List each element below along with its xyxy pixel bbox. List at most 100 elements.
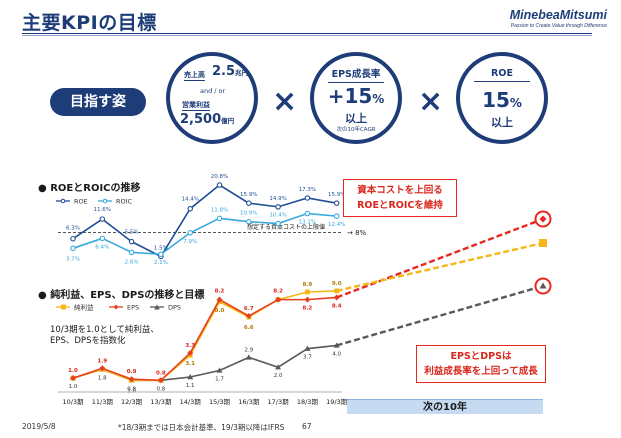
roe-callout-line1: 資本コストを上回る bbox=[357, 185, 443, 196]
header-rule bbox=[22, 33, 592, 34]
eps-callout-line2: 利益成長率を上回って成長 bbox=[424, 366, 538, 377]
eps-point-1 bbox=[99, 365, 106, 372]
legend-dps-marker bbox=[154, 304, 160, 310]
kpi-circle-eps: EPS成長率 +15% 以上 次の10年CAGR bbox=[310, 52, 402, 144]
roic-label-2: 2.6% bbox=[125, 259, 139, 265]
x-tick-4: 14/3期 bbox=[180, 398, 202, 406]
ni-label-5: 8.0 bbox=[215, 308, 225, 314]
eps-point-3 bbox=[157, 377, 164, 384]
dps-label-8: 3.7 bbox=[303, 355, 312, 361]
eps-label-4: 3.3 bbox=[185, 343, 195, 349]
roe-qualifier: 以上 bbox=[491, 116, 513, 129]
dps-label-9: 4.0 bbox=[332, 351, 341, 357]
and-or-text: and / or bbox=[200, 87, 226, 95]
eps-label-2: 0.9 bbox=[127, 369, 137, 375]
roe-label-7: 14.9% bbox=[269, 196, 286, 202]
roic-point-0 bbox=[70, 245, 76, 252]
eps-label-0: 1.0 bbox=[68, 368, 78, 374]
multiply-sign-2: × bbox=[418, 84, 444, 119]
dps-point-4 bbox=[187, 374, 194, 380]
dps-label-4: 1.1 bbox=[186, 383, 195, 389]
legend-roe-label: ROE bbox=[74, 198, 88, 206]
ni-label-6: 6.6 bbox=[244, 325, 254, 331]
eps-label-8: 8.2 bbox=[303, 306, 313, 312]
ni-projection-line bbox=[336, 241, 544, 293]
dps-point-7 bbox=[275, 364, 282, 370]
dps-target-triangle bbox=[539, 282, 547, 289]
eps-section-title: ● 純利益、EPS、DPSの推移と目標 bbox=[38, 290, 205, 301]
dps-label-6: 2.9 bbox=[244, 347, 253, 353]
eps-point-0 bbox=[70, 375, 76, 382]
eps-label-1: 1.9 bbox=[97, 358, 107, 364]
ni-point-9 bbox=[334, 288, 340, 294]
roe-label-2: 5.5% bbox=[125, 230, 139, 236]
roic-point-9 bbox=[333, 213, 340, 219]
roic-label-5: 11.8% bbox=[211, 207, 228, 213]
dps-label-3: 0.8 bbox=[157, 386, 166, 392]
dps-label-2: 0.8 bbox=[127, 386, 136, 392]
roe-value: 15% bbox=[482, 88, 522, 112]
eps-point-5 bbox=[216, 296, 223, 303]
legend-eps-label: EPS bbox=[127, 304, 139, 312]
ni-point-8 bbox=[305, 289, 310, 295]
roe-point-9 bbox=[333, 200, 340, 206]
roe-label-5: 20.8% bbox=[211, 174, 228, 180]
legend-eps-marker bbox=[113, 304, 119, 310]
roic-point-6 bbox=[246, 218, 252, 225]
logo-name: MinebeaMitsumi bbox=[509, 8, 607, 22]
eps-point-6 bbox=[245, 312, 252, 319]
ni-label-4: 3.1 bbox=[185, 361, 195, 367]
eps-head: EPS成長率 bbox=[314, 66, 398, 83]
roic-point-1 bbox=[99, 235, 106, 242]
roic-point-3 bbox=[158, 251, 164, 257]
ni-label-9: 9.0 bbox=[332, 281, 342, 287]
roic-label-4: 7.9% bbox=[183, 239, 197, 245]
ni-target-marker bbox=[539, 239, 547, 247]
eps-point-7 bbox=[275, 296, 282, 303]
legend-roe-marker bbox=[60, 198, 66, 204]
eps-callout-line1: EPSとDPSは bbox=[450, 351, 512, 362]
legend-ni-marker bbox=[61, 304, 66, 310]
legend-dps-label: DPS bbox=[168, 304, 181, 312]
roic-line bbox=[72, 212, 337, 256]
x-tick-7: 17/3期 bbox=[268, 398, 290, 406]
eps-note: 次の10年CAGR bbox=[336, 127, 376, 133]
roe-point-0 bbox=[70, 235, 76, 242]
roe-label-1: 11.6% bbox=[94, 207, 111, 213]
x-tick-0: 10/3期 bbox=[62, 398, 84, 406]
roe-label-4: 14.4% bbox=[181, 197, 198, 203]
roe-label-8: 17.3% bbox=[299, 187, 316, 193]
roe-point-1 bbox=[99, 216, 106, 222]
footer-date: 2019/5/8 bbox=[22, 422, 56, 431]
sales-value: 2.5兆円 bbox=[212, 64, 249, 79]
dps-label-0: 1.0 bbox=[69, 384, 78, 390]
roic-point-7 bbox=[275, 220, 281, 227]
page-title: 主要KPIの目標 bbox=[22, 12, 157, 34]
dps-label-1: 1.8 bbox=[98, 375, 107, 381]
dps-point-8 bbox=[304, 345, 311, 351]
roe-section-title: ● ROEとROICの推移 bbox=[38, 183, 141, 194]
x-tick-5: 15/3期 bbox=[209, 398, 231, 406]
op-label: 営業利益 bbox=[182, 101, 210, 111]
kpi-circle-roe: ROE 15% 以上 bbox=[456, 52, 548, 144]
roe-label-0: 6.3% bbox=[66, 226, 80, 232]
roic-label-8: 13.1% bbox=[299, 220, 316, 226]
x-tick-8: 18/3期 bbox=[297, 398, 319, 406]
roe-projection-line bbox=[336, 217, 544, 299]
roe-point-7 bbox=[275, 204, 281, 210]
dps-point-5 bbox=[216, 367, 223, 373]
roe-line bbox=[72, 184, 337, 258]
eps-label-6: 6.7 bbox=[244, 306, 254, 312]
roe-callout: 資本コストを上回る ROEとROICを維持 bbox=[343, 179, 457, 217]
dps-line bbox=[72, 344, 337, 382]
index-note: 10/3期を1.0として純利益、 EPS、DPSを指数化 bbox=[50, 325, 159, 346]
roic-point-8 bbox=[304, 210, 311, 217]
kpi-circle-sales: 売上高 2.5兆円 and / or 営業利益 2,500億円 bbox=[166, 52, 258, 144]
multiply-sign-1: × bbox=[272, 84, 298, 119]
roic-point-5 bbox=[216, 215, 223, 222]
legend-roic-marker bbox=[102, 198, 108, 204]
threshold-note: 想定する資本コストの上限値 bbox=[247, 223, 325, 231]
eps-label-9: 8.4 bbox=[332, 303, 342, 309]
logo-tagline: Passion to Create Value through Differen… bbox=[510, 23, 607, 29]
